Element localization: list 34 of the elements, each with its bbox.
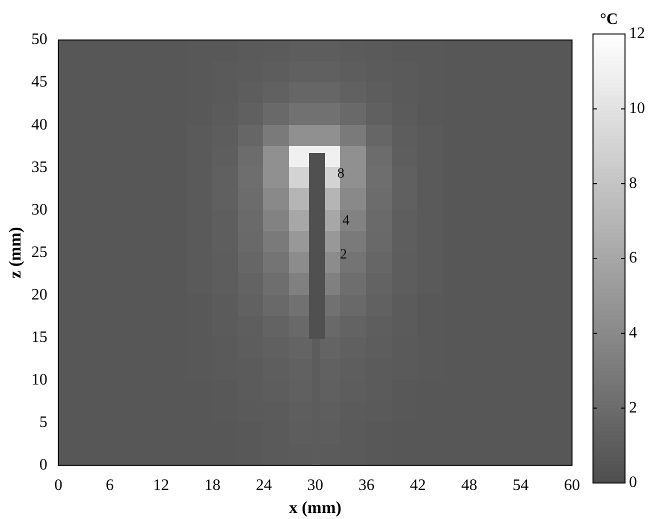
x-tick-label: 42 xyxy=(410,477,426,494)
x-tick-label: 60 xyxy=(564,477,580,494)
y-tick-label: 30 xyxy=(31,201,48,218)
x-tick-label: 48 xyxy=(461,477,478,494)
x-tick-label: 18 xyxy=(204,477,220,494)
y-tick-label: 20 xyxy=(31,286,48,304)
x-axis-title: x (mm) xyxy=(288,498,342,518)
x-tick-label: 0 xyxy=(54,477,62,494)
x-tick-label: 12 xyxy=(153,477,170,494)
x-tick-label: 54 xyxy=(512,477,529,494)
y-tick-label: 40 xyxy=(31,116,48,134)
x-tick-label: 36 xyxy=(358,477,375,494)
color-bar-label: 8 xyxy=(629,174,637,192)
y-tick-label: 0 xyxy=(39,456,48,474)
color-bar-label: 4 xyxy=(629,324,637,342)
color-bar-title: °C xyxy=(600,11,618,28)
x-tick-label: 24 xyxy=(256,477,272,494)
annotation: 8 xyxy=(337,166,344,182)
x-tick-label: 30 xyxy=(307,477,324,494)
y-axis-title: z (mm) xyxy=(6,226,25,278)
y-tick-label: 45 xyxy=(31,74,48,91)
x-tick-label: 6 xyxy=(106,477,114,494)
y-tick-label: 35 xyxy=(31,158,48,176)
color-bar-label: 12 xyxy=(629,25,645,42)
y-tick-label: 25 xyxy=(31,244,48,261)
y-tick-label: 10 xyxy=(31,372,48,389)
color-bar-label: 10 xyxy=(629,100,645,118)
y-tick-label: 50 xyxy=(31,31,48,48)
y-tick-label: 15 xyxy=(31,328,48,346)
annotation: 4 xyxy=(342,213,350,228)
color-bar-label: 2 xyxy=(629,399,637,416)
annotation: 2 xyxy=(340,248,347,262)
color-bar-label: 6 xyxy=(629,250,637,267)
y-tick-label: 5 xyxy=(39,414,48,432)
